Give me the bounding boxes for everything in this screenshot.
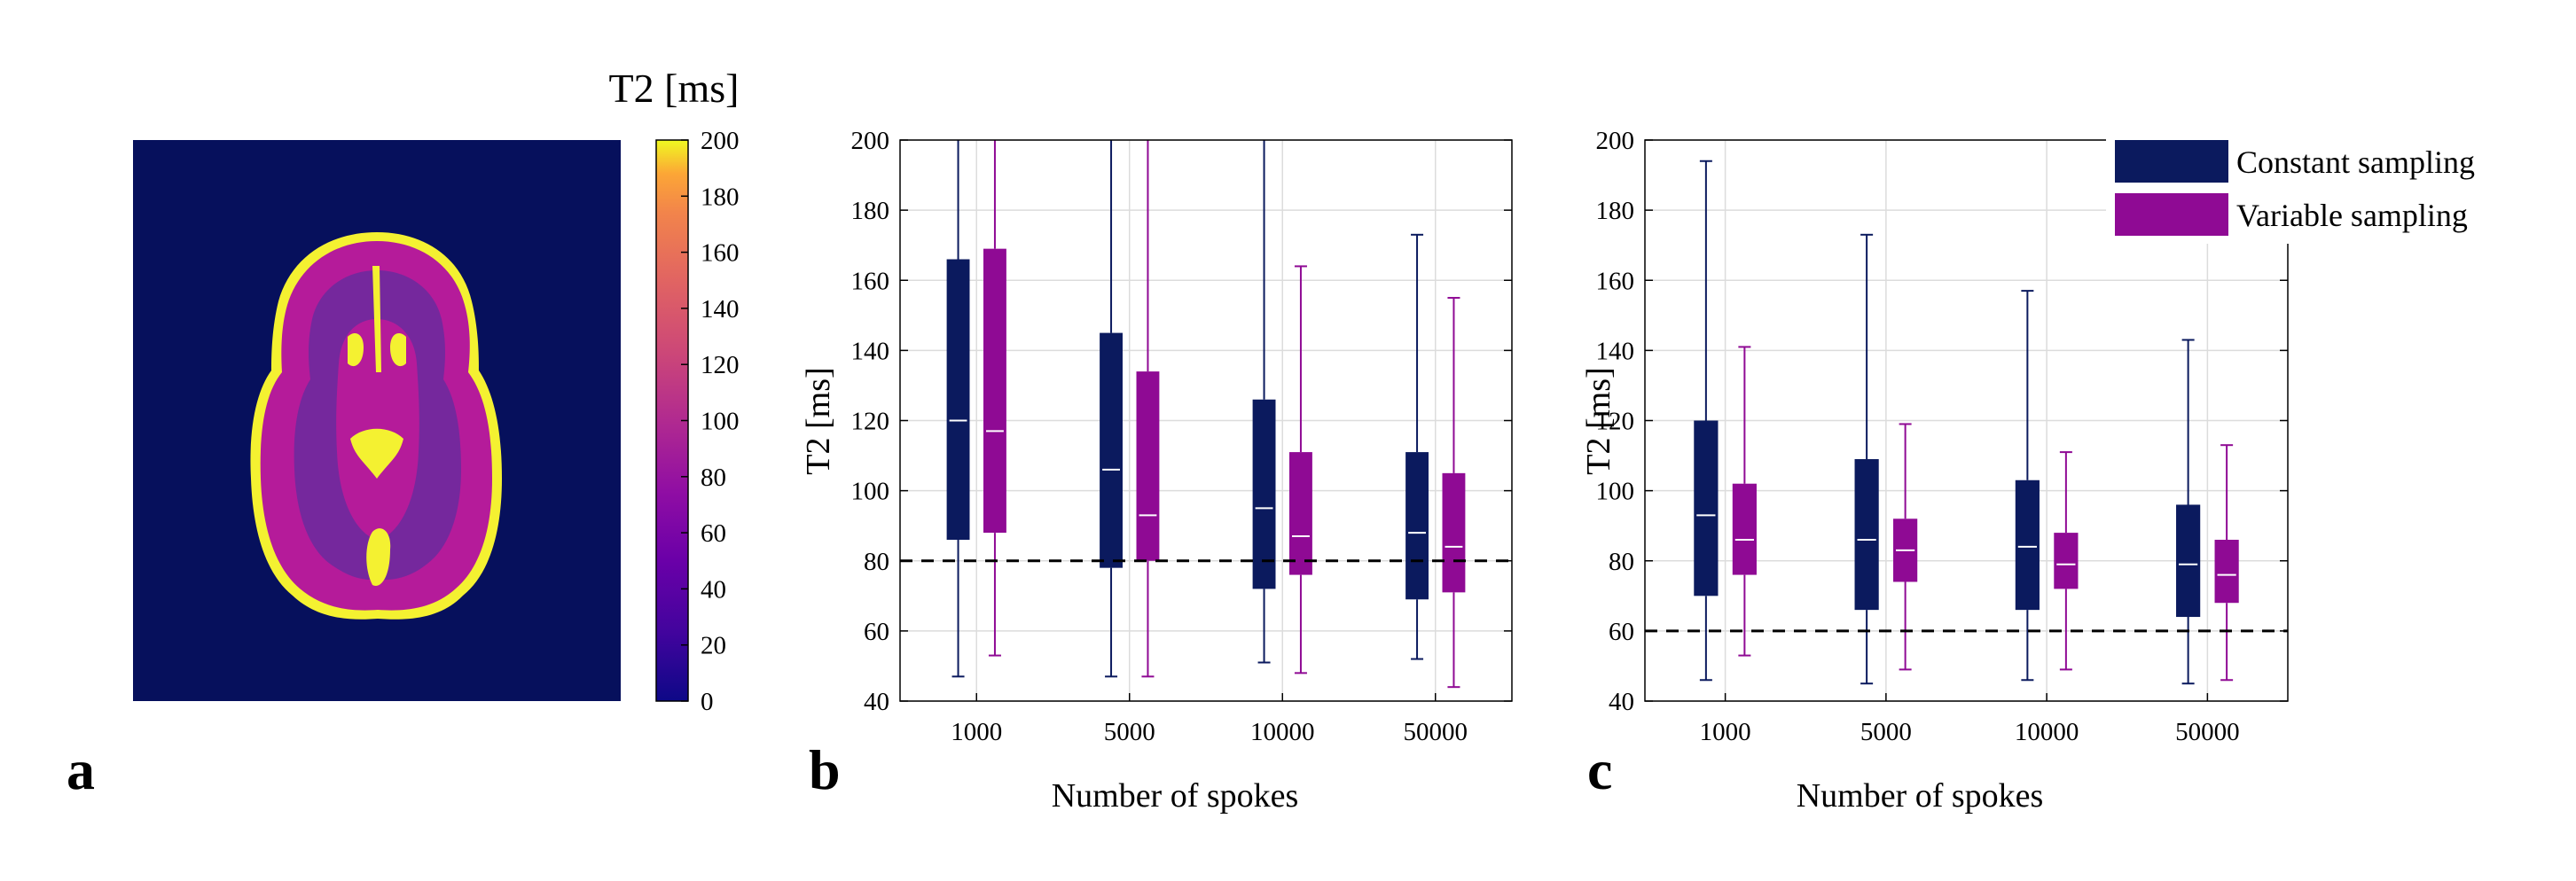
- y-tick-label: 100: [1596, 478, 1635, 506]
- x-tick-label: 5000: [1104, 718, 1155, 746]
- y-tick-label: 120: [851, 408, 890, 436]
- box-iqr: [1136, 371, 1160, 561]
- y-tick-label: 140: [851, 337, 890, 365]
- box-constant-50000: [2176, 339, 2201, 685]
- legend-swatch-constant: [2115, 140, 2228, 183]
- box-iqr: [2054, 533, 2079, 589]
- colorbar-tick-label: 200: [701, 127, 740, 155]
- box-constant-5000: [1100, 140, 1123, 678]
- panel-b: 40 60 80 100 120 140 160 180 200 1000 5000 10000 50…: [800, 127, 1513, 815]
- y-tick-label: 40: [1609, 688, 1634, 716]
- box-iqr: [1694, 420, 1719, 596]
- colorbar-tick-label: 160: [701, 239, 740, 268]
- box-constant-10000: [1252, 140, 1276, 664]
- box-iqr: [983, 248, 1006, 534]
- panel-c-ylabel: T2 [ms]: [1580, 367, 1617, 474]
- panel-b-y-ticks: 40 60 80 100 120 140 160 180 200: [851, 127, 1512, 716]
- colorbar-tick-label: 80: [701, 464, 726, 492]
- y-tick-label: 80: [1609, 548, 1634, 576]
- colorbar-tick-label: 40: [701, 575, 726, 604]
- panel-c-xlabel: Number of spokes: [1797, 777, 2044, 815]
- panel-a: 0 20 40 60 80 100 120 140 160 180 200 T2 [ms] a: [67, 66, 740, 801]
- legend-label-variable: Variable sampling: [2236, 198, 2468, 233]
- x-tick-label: 1000: [951, 718, 1002, 746]
- x-tick-label: 10000: [1250, 718, 1315, 746]
- box-iqr: [2015, 479, 2040, 611]
- box-iqr: [2214, 540, 2239, 604]
- y-tick-label: 100: [851, 478, 890, 506]
- box-variable-50000: [2214, 444, 2239, 682]
- box-iqr: [1405, 452, 1429, 600]
- y-tick-label: 80: [864, 548, 889, 576]
- panel-c-y-ticks: 40 60 80 100 120 140 160 180 200: [1596, 127, 2288, 716]
- box-iqr: [1442, 472, 1466, 593]
- y-tick-label: 180: [851, 197, 890, 225]
- y-tick-label: 140: [1596, 337, 1635, 365]
- y-tick-label: 160: [851, 267, 890, 295]
- y-tick-label: 200: [851, 127, 890, 155]
- legend: Constant sampling Variable sampling: [2106, 129, 2505, 244]
- panel-c: 40 60 80 100 120 140 160 180 200 1000 5000 10000 50…: [1580, 127, 2505, 815]
- panel-letter-c: c: [1587, 738, 1612, 801]
- box-variable-50000: [1442, 297, 1466, 689]
- y-tick-label: 180: [1596, 197, 1635, 225]
- x-tick-label: 5000: [1860, 718, 1912, 746]
- box-variable-1000: [1732, 346, 1757, 657]
- y-tick-label: 160: [1596, 267, 1635, 295]
- box-constant-5000: [1854, 233, 1879, 685]
- panel-b-boxes: [946, 140, 1466, 689]
- colorbar-ticks: 0 20 40 60 80 100 120 140 160 180 200: [681, 127, 740, 716]
- x-tick-label: 50000: [1404, 718, 1468, 746]
- x-tick-label: 1000: [1700, 718, 1751, 746]
- panel-c-boxes: [1694, 160, 2239, 685]
- panel-c-x-ticks: 1000 5000 10000 50000: [1700, 693, 2240, 746]
- brain-ventricles: [348, 266, 406, 586]
- box-iqr: [946, 259, 970, 541]
- y-tick-label: 40: [864, 688, 889, 716]
- colorbar-tick-label: 120: [701, 351, 740, 379]
- legend-swatch-variable: [2115, 193, 2228, 236]
- legend-label-constant: Constant sampling: [2236, 144, 2475, 180]
- colorbar-tick-label: 60: [701, 519, 726, 548]
- y-tick-label: 60: [864, 618, 889, 646]
- box-variable-5000: [1893, 423, 1918, 671]
- box-iqr: [1289, 452, 1312, 575]
- colorbar-tick-label: 180: [701, 183, 740, 211]
- box-constant-10000: [2015, 290, 2040, 682]
- colorbar-title: T2 [ms]: [609, 66, 740, 111]
- box-iqr: [1854, 459, 1879, 611]
- box-iqr: [1100, 332, 1123, 568]
- box-constant-1000: [1694, 160, 1719, 682]
- box-variable-5000: [1136, 140, 1160, 678]
- panel-b-ylabel: T2 [ms]: [800, 367, 837, 474]
- panel-letter-a: a: [67, 738, 95, 801]
- x-tick-label: 10000: [2015, 718, 2079, 746]
- colorbar-tick-label: 100: [701, 408, 740, 436]
- box-iqr: [1252, 399, 1276, 589]
- y-tick-label: 200: [1596, 127, 1635, 155]
- box-variable-10000: [2054, 451, 2079, 671]
- brain-map: [250, 232, 502, 620]
- box-variable-1000: [983, 140, 1006, 657]
- y-tick-label: 120: [1596, 408, 1635, 436]
- box-constant-1000: [946, 140, 970, 678]
- y-tick-label: 60: [1609, 618, 1634, 646]
- panel-b-xlabel: Number of spokes: [1052, 777, 1299, 815]
- colorbar-tick-label: 20: [701, 632, 726, 660]
- panel-b-x-ticks: 1000 5000 10000 50000: [951, 693, 1468, 746]
- box-variable-10000: [1289, 265, 1312, 674]
- x-tick-label: 50000: [2175, 718, 2240, 746]
- box-iqr: [1732, 483, 1757, 575]
- colorbar-tick-label: 0: [701, 688, 714, 716]
- panel-letter-b: b: [809, 738, 841, 801]
- box-constant-50000: [1405, 233, 1429, 660]
- box-iqr: [2176, 504, 2201, 618]
- colorbar-tick-label: 140: [701, 295, 740, 324]
